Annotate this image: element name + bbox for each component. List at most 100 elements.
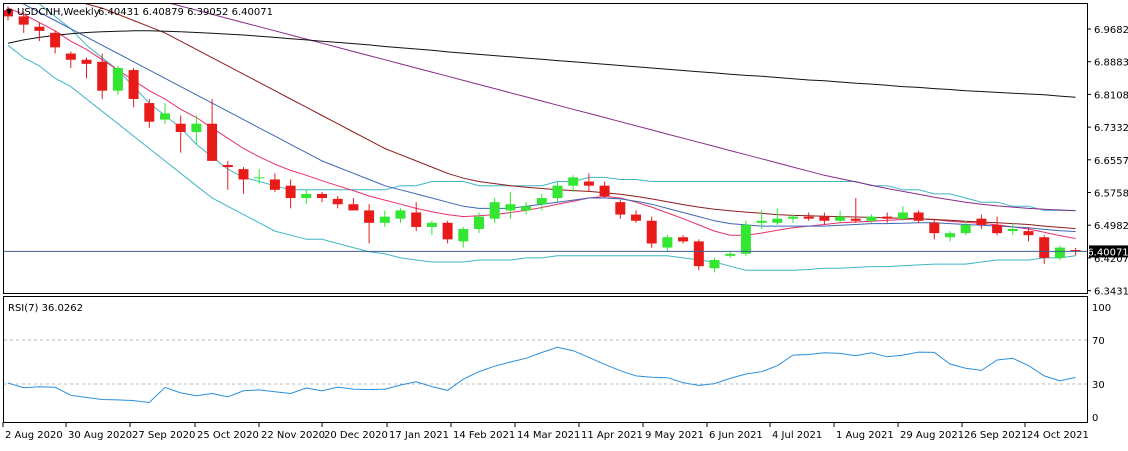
candle[interactable] <box>332 195 343 209</box>
candle[interactable] <box>803 212 814 221</box>
candle[interactable] <box>1039 235 1050 265</box>
candle[interactable] <box>521 202 532 215</box>
candle-body <box>709 259 720 269</box>
candle[interactable] <box>65 51 76 68</box>
candle[interactable] <box>34 22 45 42</box>
candle[interactable] <box>1054 245 1065 260</box>
rsi-label: RSI(7) 36.0262 <box>8 303 83 314</box>
candle-body <box>1039 237 1050 258</box>
candle[interactable] <box>662 235 673 252</box>
candle-body <box>568 177 579 186</box>
candle-body <box>65 53 76 60</box>
candle[interactable] <box>395 208 406 223</box>
candle[interactable] <box>646 216 657 248</box>
candle[interactable] <box>285 179 296 209</box>
candle-body <box>238 169 249 180</box>
candle-body <box>756 220 767 223</box>
candle[interactable] <box>317 191 327 203</box>
candle-body <box>929 222 940 234</box>
candle[interactable] <box>112 65 123 95</box>
candle[interactable] <box>945 231 955 242</box>
candle[interactable] <box>788 214 798 223</box>
candle[interactable] <box>552 181 563 203</box>
candle-body <box>81 59 92 64</box>
candle[interactable] <box>269 173 280 192</box>
candle[interactable] <box>929 218 940 240</box>
candle-body <box>474 216 484 230</box>
candle[interactable] <box>992 216 1003 236</box>
x-tick-label: 27 Sep 2020 <box>132 430 195 441</box>
candle[interactable] <box>583 173 594 192</box>
last-price-label: 6.40071 <box>1087 247 1128 258</box>
candle[interactable] <box>772 208 783 225</box>
candle-body <box>254 177 265 179</box>
price-panel[interactable] <box>3 3 1088 294</box>
candle-body <box>348 204 359 211</box>
candle[interactable] <box>442 220 453 244</box>
candle[interactable] <box>175 115 186 153</box>
candle[interactable] <box>50 30 61 54</box>
candle[interactable] <box>1007 222 1018 236</box>
candle[interactable] <box>693 239 704 271</box>
x-tick-label: 22 Nov 2020 <box>261 430 325 441</box>
candle[interactable] <box>144 98 155 128</box>
candle[interactable] <box>411 202 422 232</box>
y-tick-label: 6.73325 <box>1094 123 1128 134</box>
candle[interactable] <box>913 210 924 223</box>
candle[interactable] <box>222 160 233 190</box>
candle[interactable] <box>97 53 108 99</box>
candle[interactable] <box>505 191 516 219</box>
rsi-panel[interactable] <box>3 296 1088 423</box>
candle[interactable] <box>489 198 500 223</box>
candle[interactable] <box>128 67 139 108</box>
candle-body <box>803 216 814 219</box>
candle[interactable] <box>379 210 390 227</box>
candle-body <box>1023 231 1034 236</box>
candle[interactable] <box>819 212 830 225</box>
candle[interactable] <box>254 169 265 184</box>
candle[interactable] <box>458 226 469 248</box>
candle[interactable] <box>599 181 610 199</box>
candle-body <box>207 123 218 161</box>
candle[interactable] <box>835 210 846 223</box>
candle[interactable] <box>191 115 202 145</box>
candle[interactable] <box>631 210 641 223</box>
candle-body <box>379 216 390 223</box>
candle[interactable] <box>897 206 908 221</box>
candle-body <box>285 185 296 199</box>
candle-body <box>50 32 61 48</box>
candle-body <box>960 224 971 234</box>
candle[interactable] <box>3 6 13 21</box>
candle[interactable] <box>709 257 720 273</box>
candle[interactable] <box>18 12 29 33</box>
candle[interactable] <box>615 200 626 219</box>
x-tick-label: 1 Aug 2021 <box>836 430 894 441</box>
candle-body <box>34 26 45 31</box>
candle[interactable] <box>678 235 689 244</box>
candle[interactable] <box>238 167 249 194</box>
candle[interactable] <box>536 193 547 211</box>
candle[interactable] <box>348 198 359 211</box>
candle[interactable] <box>207 98 218 161</box>
candle[interactable] <box>160 103 170 124</box>
candle[interactable] <box>725 251 736 258</box>
candle[interactable] <box>568 175 579 192</box>
candle[interactable] <box>976 214 987 230</box>
candle[interactable] <box>882 212 893 223</box>
candle-body <box>850 218 861 221</box>
candle[interactable] <box>850 198 861 223</box>
candle[interactable] <box>474 212 484 234</box>
candle[interactable] <box>1023 226 1034 242</box>
candle[interactable] <box>426 220 437 236</box>
candle[interactable] <box>756 210 767 230</box>
candle[interactable] <box>960 220 971 236</box>
candle[interactable] <box>81 57 92 79</box>
chart-menu-arrow[interactable]: ▼ <box>6 7 13 16</box>
candle[interactable] <box>740 220 751 256</box>
candle[interactable] <box>364 204 375 244</box>
candle[interactable] <box>866 214 877 223</box>
candle[interactable] <box>301 189 312 205</box>
candle-body <box>222 165 233 168</box>
